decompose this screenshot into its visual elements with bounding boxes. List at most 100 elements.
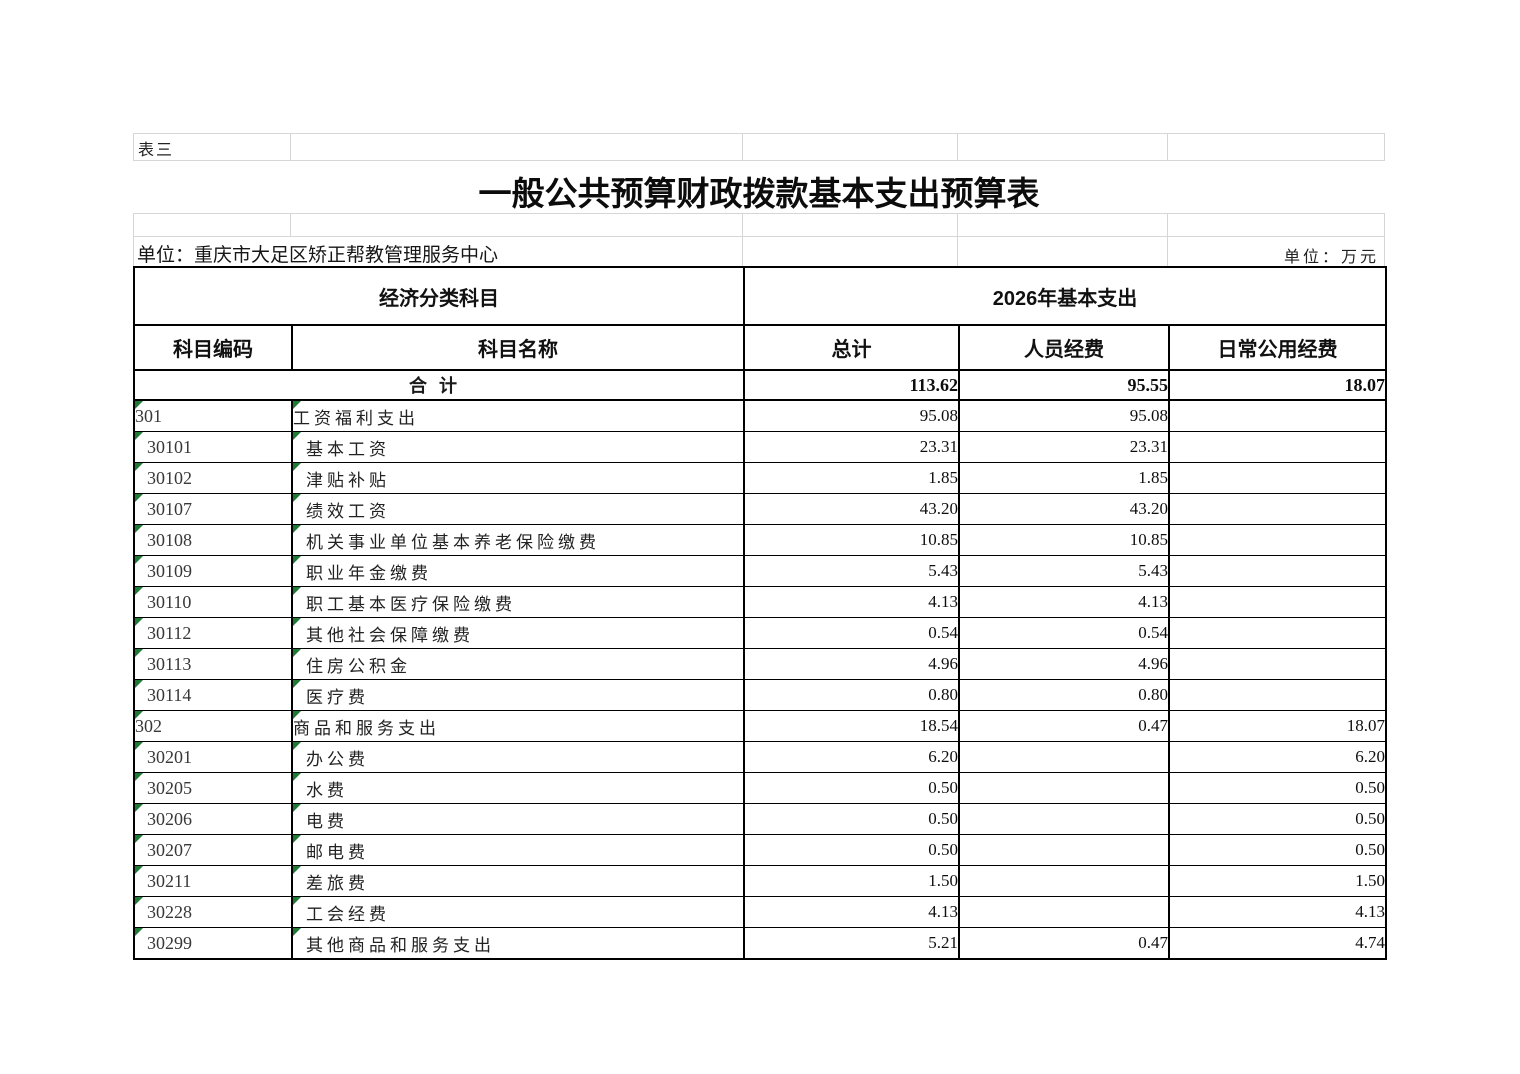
total-row: 合计 113.62 95.55 18.07 [133,369,1388,401]
total-cell: 5.21 [743,927,960,960]
code-cell: 30108 [133,524,293,556]
table-row: 30112 其他社会保障缴费 0.54 0.54 [133,617,1388,649]
text-number-error-indicator-icon [136,494,143,502]
table-row: 30114 医疗费 0.80 0.80 [133,679,1388,711]
column-header-personnel: 人员经费 [958,324,1170,371]
daily-cell [1167,493,1388,525]
unit-name: 单位：重庆市大足区矫正帮教管理服务中心 [137,245,499,266]
text-number-error-indicator-icon [136,432,143,440]
table-row: 30107 绩效工资 43.20 43.20 [133,493,1388,525]
personnel-cell [958,741,1170,773]
column-header-daily-public: 日常公用经费 [1167,324,1388,371]
table-row: 30205 水费 0.50 0.50 [133,772,1388,804]
text-number-error-indicator-icon [294,587,301,595]
text-number-error-indicator-icon [136,773,143,781]
text-number-error-indicator-icon [136,680,143,688]
daily-cell: 18.07 [1167,710,1388,742]
total-cell: 5.43 [743,555,960,587]
daily-cell [1167,586,1388,618]
personnel-cell: 4.96 [958,648,1170,680]
total-cell: 113.62 [743,369,960,401]
table-body: 合计 113.62 95.55 18.07 301 工资福利支出 95.08 95.0… [133,369,1388,960]
code-cell: 30109 [133,555,293,587]
table-row: 30211 差旅费 1.50 1.50 [133,865,1388,897]
total-cell: 1.50 [743,865,960,897]
total-cell: 95.08 [743,399,960,432]
name-cell: 津贴补贴 [291,462,745,494]
text-number-error-indicator-icon [294,897,301,905]
personnel-cell: 4.13 [958,586,1170,618]
text-number-error-indicator-icon [136,866,143,874]
table-row: 30207 邮电费 0.50 0.50 [133,834,1388,866]
daily-cell: 6.20 [1167,741,1388,773]
code-cell: 30206 [133,803,293,835]
daily-cell [1167,679,1388,711]
text-number-error-indicator-icon [136,835,143,843]
total-cell: 4.13 [743,586,960,618]
personnel-cell: 95.08 [958,399,1170,432]
personnel-cell: 0.54 [958,617,1170,649]
column-header-subject-name: 科目名称 [291,324,745,371]
personnel-cell [958,865,1170,897]
total-cell: 0.50 [743,772,960,804]
name-cell: 电费 [291,803,745,835]
text-number-error-indicator-icon [136,525,143,533]
page-title: 一般公共预算财政拨款基本支出预算表 [478,177,1040,213]
text-number-error-indicator-icon [136,587,143,595]
name-cell: 邮电费 [291,834,745,866]
name-cell: 办公费 [291,741,745,773]
table-row: 30299 其他商品和服务支出 5.21 0.47 4.74 [133,927,1388,960]
total-cell: 0.50 [743,803,960,835]
personnel-cell: 23.31 [958,431,1170,463]
personnel-cell [958,803,1170,835]
total-cell: 10.85 [743,524,960,556]
table-row: 30102 津贴补贴 1.85 1.85 [133,462,1388,494]
personnel-cell: 1.85 [958,462,1170,494]
text-number-error-indicator-icon [294,680,301,688]
text-number-error-indicator-icon [294,773,301,781]
code-cell: 30110 [133,586,293,618]
daily-cell: 0.50 [1167,772,1388,804]
code-cell: 30112 [133,617,293,649]
code-cell: 30299 [133,927,293,960]
text-number-error-indicator-icon [294,928,301,936]
table-row: 30206 电费 0.50 0.50 [133,803,1388,835]
code-cell: 30205 [133,772,293,804]
daily-cell: 4.13 [1167,896,1388,928]
name-cell: 差旅费 [291,865,745,897]
personnel-cell: 10.85 [958,524,1170,556]
total-cell: 18.54 [743,710,960,742]
code-cell: 30114 [133,679,293,711]
text-number-error-indicator-icon [294,525,301,533]
daily-cell: 1.50 [1167,865,1388,897]
daily-cell [1167,617,1388,649]
code-cell: 30211 [133,865,293,897]
column-header-row: 科目编码 科目名称 总计 人员经费 日常公用经费 [133,324,1388,371]
text-number-error-indicator-icon [294,432,301,440]
text-number-error-indicator-icon [294,804,301,812]
daily-cell: 0.50 [1167,834,1388,866]
text-number-error-indicator-icon [294,463,301,471]
code-cell: 30207 [133,834,293,866]
table-row: 30113 住房公积金 4.96 4.96 [133,648,1388,680]
table-row: 30108 机关事业单位基本养老保险缴费 10.85 10.85 [133,524,1388,556]
name-cell: 其他商品和服务支出 [291,927,745,960]
table-row: 30109 职业年金缴费 5.43 5.43 [133,555,1388,587]
code-cell: 30101 [133,431,293,463]
name-cell: 商品和服务支出 [291,710,745,742]
name-cell: 医疗费 [291,679,745,711]
personnel-cell: 0.47 [958,710,1170,742]
table-row: 30228 工会经费 4.13 4.13 [133,896,1388,928]
total-cell: 0.50 [743,834,960,866]
code-cell: 30201 [133,741,293,773]
personnel-cell: 0.80 [958,679,1170,711]
text-number-error-indicator-icon [136,649,143,657]
code-cell: 30107 [133,493,293,525]
column-header-total: 总计 [743,324,960,371]
text-number-error-indicator-icon [136,742,143,750]
name-cell: 基本工资 [291,431,745,463]
daily-cell: 4.74 [1167,927,1388,960]
name-cell: 工资福利支出 [291,399,745,432]
daily-cell [1167,555,1388,587]
name-cell: 住房公积金 [291,648,745,680]
